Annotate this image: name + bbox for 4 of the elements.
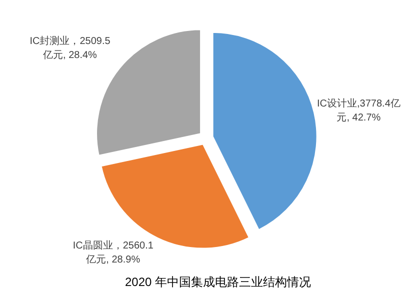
slice-label: IC设计业,3778.4亿元, 42.7%: [317, 97, 400, 124]
slice-label: IC晶圆业，2560.1亿元, 28.9%: [72, 239, 154, 266]
slice-label: IC封测业，2509.5亿元, 28.4%: [30, 34, 111, 61]
text: 2020 年中国集成电路三业结构情况: [124, 275, 312, 289]
